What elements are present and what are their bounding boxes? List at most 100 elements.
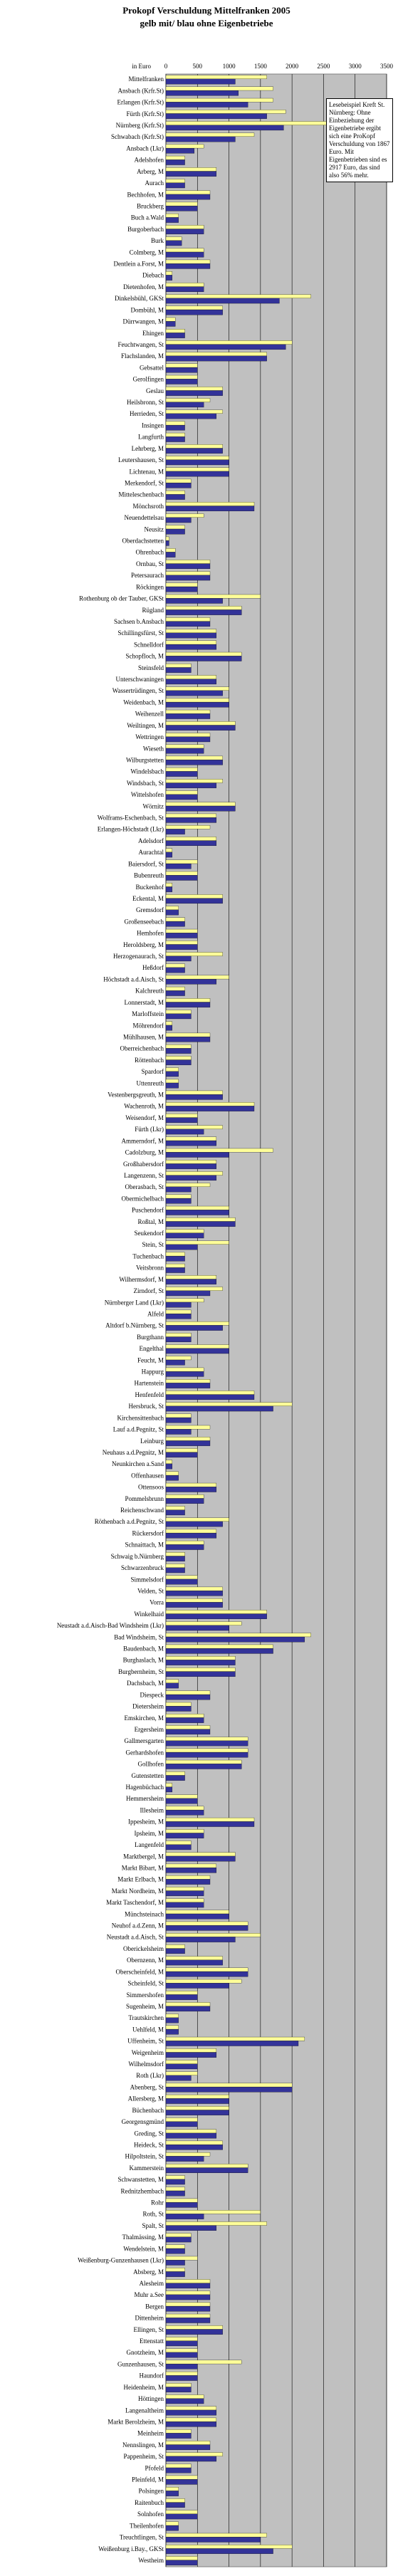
y-tick-label: Herzogenaurach, St [113,953,164,960]
bar [165,352,267,356]
bar [165,1752,248,1758]
y-tick-label: Lehrberg, M [132,445,164,452]
y-tick-label: Marktbergel, M [123,1853,164,1860]
y-tick-label: Erlangen (Krfr.St) [117,99,164,106]
axis-label: in Euro [132,63,151,70]
y-tick-label: Uehlfeld, M [132,2026,164,2033]
bar [165,1944,185,1949]
bar [165,598,223,604]
y-tick-label: Dietenhofen, M [123,283,164,290]
bar [165,1079,179,1084]
bar [165,1567,185,1574]
y-tick-label: Obermichelbach [122,1195,164,1202]
bar [165,1833,204,1838]
bar [165,1855,236,1862]
bar [165,1325,223,1331]
y-tick-label: Dinkelsbühl, GKSt [115,295,164,302]
y-tick-label: Pfofeld [145,2464,164,2471]
bar [165,1521,223,1527]
bar [165,236,182,241]
y-tick-label: Obernzenn, M [127,1957,164,1964]
y-tick-label: Stein, St [142,1241,164,1248]
y-tick-label: Weidenbach, M [123,698,164,706]
bar [165,1829,204,1833]
bar [165,1729,211,1735]
bar [165,998,211,1002]
bar [165,909,179,916]
bar [165,2433,192,2439]
y-tick-label: Ellingen, St [134,2326,164,2333]
bar [165,2545,293,2549]
bar [165,540,169,546]
y-tick-label: Seukendorf [135,1230,164,1237]
bar [165,771,198,777]
bar [165,933,198,938]
y-tick-label: Sachsen b.Ansbach [114,618,164,625]
bar [165,2290,211,2295]
bar [165,1682,179,1689]
bar [165,1309,192,1314]
bar [165,1910,229,1915]
bar [165,2548,273,2554]
bar [165,2533,267,2538]
bar [165,213,179,218]
bar [165,321,176,327]
bar [165,829,185,834]
plot-area [165,73,387,2567]
y-tick-label: Pappenheim, St [124,2453,164,2460]
y-tick-label: Markt Taschendorf, M [106,1899,164,1906]
bar [165,387,223,391]
bar [165,1806,204,1811]
bar [165,2325,223,2330]
bar [165,1429,192,1435]
bar [165,1025,173,1031]
bar [165,2487,179,2491]
bar [165,986,185,991]
bar [165,1644,273,1649]
bar [165,1452,198,1458]
y-tick-label: Heidenheim, M [124,2384,164,2391]
bar [165,2140,223,2145]
bar [165,1036,211,1042]
y-tick-label: Abenberg, St [130,2083,164,2090]
bar [165,1032,211,1037]
bar [165,182,185,189]
bar [165,1578,198,1585]
y-tick-label: Schwarzenbruck [121,1564,164,1571]
bar [165,1598,223,1603]
bar [165,125,284,131]
bar [165,2233,192,2237]
chart-title: Prokopf Verschuldung Mittelfranken 2005 [122,5,290,16]
y-tick-label: Wilburgstetten [126,756,164,763]
y-tick-label: Fürth (Lkr) [135,1126,164,1133]
y-tick-label: Gunzenhausen, St [117,2360,164,2367]
y-tick-label: Neunkirchen a.Sand [112,1460,164,1467]
bar [165,837,217,841]
bar [165,1783,173,1787]
bar [165,2041,299,2046]
bar [165,2025,179,2030]
bar [165,194,211,200]
bar [165,517,192,523]
chart-subtitle: gelb mit/ blau ohne Eigenbetriebe [140,18,273,28]
bar [165,2271,185,2277]
bar [165,2225,217,2231]
bar [165,2456,217,2462]
bar [165,271,173,276]
bar [165,1487,217,1492]
bar [165,1482,217,1487]
bar [165,2244,185,2249]
bar [165,609,242,615]
bar [165,478,192,483]
bar [165,421,185,426]
bar [165,1867,217,1873]
bar [165,1336,192,1342]
y-tick-label: Solnhofen [137,2510,164,2518]
y-tick-label: Ottensoos [138,1484,164,1491]
bar [165,90,239,96]
bar [165,2106,229,2110]
y-tick-label: Schwaig b.Nürnberg [111,1553,164,1560]
bar [165,494,185,500]
bar [165,594,261,599]
